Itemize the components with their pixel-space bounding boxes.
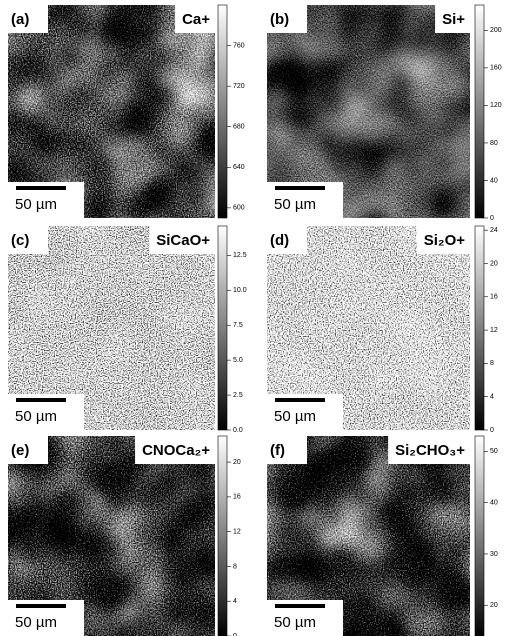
panel-label: (b) [270, 11, 289, 28]
colorbar [217, 435, 228, 636]
colorbar-tick-label: 16 [490, 294, 498, 301]
colorbar-tick-label: 20 [490, 260, 498, 267]
colorbar-tick-label: 5.0 [233, 357, 243, 364]
label-box [8, 226, 48, 254]
panel-label: (a) [11, 11, 29, 28]
ion-box [416, 226, 470, 254]
panel: (b) Si+ 50 µm 0 40 80 120 160 200 [267, 4, 502, 222]
label-box [8, 436, 48, 464]
panel: (a) Ca+ 50 µm 600 640 680 720 760 [8, 4, 245, 219]
colorbar-tick-label: 0 [490, 427, 494, 434]
scale-bar [16, 186, 66, 190]
colorbar-tick-label: 80 [490, 140, 498, 147]
colorbar-tick-label: 4 [233, 598, 237, 605]
panel-label: (e) [11, 442, 29, 459]
colorbar-tick-label: 2.5 [233, 392, 243, 399]
colorbar-tick-label: 200 [490, 27, 502, 34]
colorbar [217, 4, 228, 219]
colorbar-tick-label: 12 [233, 528, 241, 535]
colorbar-tick-label: 160 [490, 65, 502, 72]
scale-bar-label: 50 µm [274, 614, 316, 631]
scale-bar [275, 604, 325, 608]
colorbar-tick-label: 12.5 [233, 252, 247, 259]
colorbar-tick-label: 12 [490, 327, 498, 334]
label-box [267, 436, 307, 464]
ion-label: Si₂CHO₃+ [395, 442, 465, 459]
colorbar-tick-label: 40 [490, 177, 498, 184]
ion-box [135, 436, 215, 464]
colorbar-tick-label: 0.0 [233, 427, 243, 434]
colorbar [474, 4, 485, 219]
colorbar [217, 225, 228, 431]
colorbar-tick-label: 760 [233, 42, 245, 49]
ion-label: Si₂O+ [424, 232, 466, 249]
label-box [8, 5, 48, 33]
colorbar [474, 225, 485, 431]
colorbar-tick-label: 8 [233, 563, 237, 570]
colorbar-tick-label: 7.5 [233, 322, 243, 329]
colorbar-tick-label: 720 [233, 83, 245, 90]
scale-bar-label: 50 µm [274, 196, 316, 213]
scale-bar [275, 398, 325, 402]
colorbar-tick-label: 50 [490, 448, 498, 455]
colorbar-tick-label: 600 [233, 205, 245, 212]
scale-bar [16, 604, 66, 608]
colorbar-tick-label: 4 [490, 394, 494, 401]
ion-box [149, 226, 215, 254]
colorbar-tick-label: 24 [490, 227, 498, 234]
colorbar-tick-label: 680 [233, 124, 245, 131]
ion-label: Ca+ [182, 11, 210, 28]
ion-label: Si+ [442, 11, 465, 28]
panel-label: (c) [11, 232, 29, 249]
panel: (d) Si₂O+ 50 µm 0 4 8 12 16 20 24 [267, 225, 498, 434]
panel: (e) CNOCa₂+ 50 µm 0 4 8 12 16 20 [8, 435, 241, 636]
scale-bar [275, 186, 325, 190]
scale-bar-label: 50 µm [274, 408, 316, 425]
ion-label: SiCaO+ [156, 232, 210, 249]
colorbar-tick-label: 30 [490, 551, 498, 558]
colorbar-tick-label: 0 [233, 633, 237, 636]
scale-bar-label: 50 µm [15, 614, 57, 631]
colorbar-tick-label: 10.0 [233, 287, 247, 294]
colorbar-tick-label: 120 [490, 102, 502, 109]
colorbar-tick-label: 16 [233, 494, 241, 501]
colorbar-tick-label: 20 [233, 459, 241, 466]
colorbar-tick-label: 0 [490, 215, 494, 222]
ion-box [388, 436, 470, 464]
colorbar-tick-label: 8 [490, 360, 494, 367]
panel-label: (f) [270, 442, 285, 459]
colorbar [474, 435, 485, 636]
ion-box [435, 5, 470, 33]
scale-bar-label: 50 µm [15, 196, 57, 213]
panel-label: (d) [270, 232, 289, 249]
panel: (f) Si₂CHO₃+ 50 µm 20 30 40 50 [267, 435, 498, 636]
panel: (c) SiCaO+ 50 µm 0.0 2.5 5.0 7.5 10.0 12.5 [8, 225, 247, 434]
ion-label: CNOCa₂+ [142, 442, 210, 459]
ion-box [175, 5, 215, 33]
colorbar-tick-label: 40 [490, 500, 498, 507]
label-box [267, 226, 307, 254]
label-box [267, 5, 307, 33]
scale-bar [16, 398, 66, 402]
scale-bar-label: 50 µm [15, 408, 57, 425]
colorbar-tick-label: 640 [233, 164, 245, 171]
colorbar-tick-label: 20 [490, 602, 498, 609]
